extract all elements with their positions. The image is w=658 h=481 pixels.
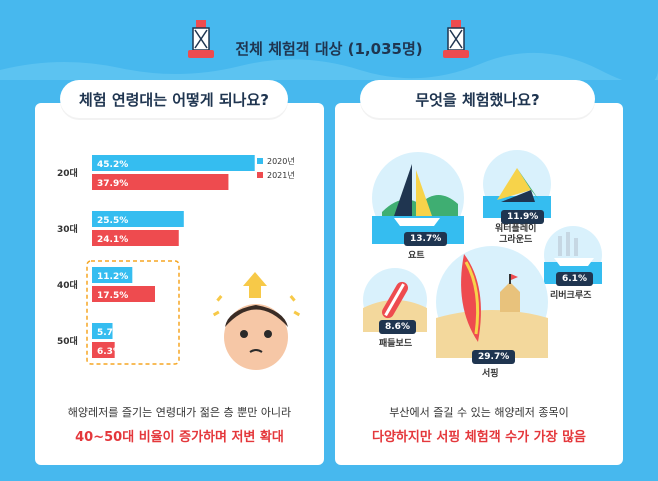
activity-caption-line2: 다양하지만 서핑 체험객 수가 가장 많음 [372, 430, 586, 445]
legend-label-0: 2020년 [267, 156, 295, 166]
surfing-icon [436, 246, 548, 358]
legend-swatch-0 [257, 158, 263, 164]
page-header: 전체 체험객 대상 (1,035명) [0, 30, 658, 66]
water-playground-label: 워터플레이 그라운드 [495, 224, 537, 245]
bar-label-1-2: 17.5% [97, 291, 128, 301]
activity-river-cruise: 6.1% 리버크루즈 [544, 226, 602, 301]
bar-label-0-1: 25.5% [97, 216, 128, 226]
age-panel-title: 체험 연령대는 어떻게 되나요? [60, 80, 288, 118]
bar-1-1 [92, 230, 179, 246]
category-label-0: 20대 [57, 167, 78, 179]
surfing-percent: 29.7% [472, 350, 516, 364]
age-caption: 해양레저를 즐기는 연령대가 젊은 층 뿐만 아니라 40~50대 비율이 증가… [35, 404, 324, 445]
river-cruise-percent: 6.1% [556, 272, 593, 286]
bar-label-1-1: 24.1% [97, 235, 128, 245]
yacht-icon [372, 152, 464, 244]
bar-label-1-0: 37.9% [97, 179, 128, 189]
surfing-label: 서핑 [482, 369, 499, 379]
bar-0-2 [92, 267, 133, 283]
bar-label-1-3: 6.3% [97, 347, 122, 357]
activity-caption: 부산에서 즐길 수 있는 해양레저 종목이 다양하지만 서핑 체험객 수가 가장… [335, 404, 623, 445]
age-caption-line2: 40~50대 비율이 증가하며 저변 확대 [75, 430, 284, 445]
bar-0-1 [92, 211, 184, 227]
bar-0-0 [92, 155, 255, 171]
activity-surfing: 29.7% 서핑 [436, 246, 548, 379]
activity-paddleboard: 8.6% 패들보드 [363, 268, 427, 349]
activity-water-playground: 11.9% 워터플레이 그라운드 [483, 150, 551, 245]
page-title: 전체 체험객 대상 (1,035명) [235, 39, 423, 58]
yacht-label: 요트 [408, 251, 425, 261]
bar-0-3 [92, 323, 113, 339]
activity-yacht: 13.7% 요트 [372, 152, 464, 261]
bar-1-3 [92, 342, 115, 358]
activity-caption-line1: 부산에서 즐길 수 있는 해양레저 종목이 [389, 406, 569, 419]
bar-label-0-3: 5.7% [97, 328, 122, 338]
age-bar-chart: 20대 45.2% 37.9% 30대 25.5% 24.1% 40대 11.2% 17.5% 5… [57, 155, 295, 365]
water-playground-icon [483, 150, 551, 218]
river-cruise-label: 리버크루즈 [550, 291, 592, 301]
buoy-icon-left [188, 20, 214, 58]
legend-label-1: 2021년 [267, 170, 295, 180]
paddleboard-percent: 8.6% [379, 320, 416, 334]
bar-label-0-2: 11.2% [97, 272, 128, 282]
highlight-box [86, 260, 180, 365]
bar-label-0-0: 45.2% [97, 160, 128, 170]
water-playground-percent: 11.9% [501, 210, 545, 224]
background-wave [0, 0, 658, 80]
buoy-icon-right [443, 20, 469, 58]
legend-swatch-1 [257, 172, 263, 178]
bar-1-2 [92, 286, 155, 302]
category-label-1: 30대 [57, 223, 78, 235]
yacht-percent: 13.7% [404, 232, 448, 246]
surprised-man-illustration [212, 272, 301, 370]
category-label-2: 40대 [57, 279, 78, 291]
bar-1-0 [92, 174, 229, 190]
activity-panel-title: 무엇을 체험했나요? [360, 80, 595, 118]
paddleboard-label: 패들보드 [379, 339, 413, 349]
category-label-3: 50대 [57, 335, 78, 347]
age-caption-line1: 해양레저를 즐기는 연령대가 젊은 층 뿐만 아니라 [67, 406, 292, 419]
